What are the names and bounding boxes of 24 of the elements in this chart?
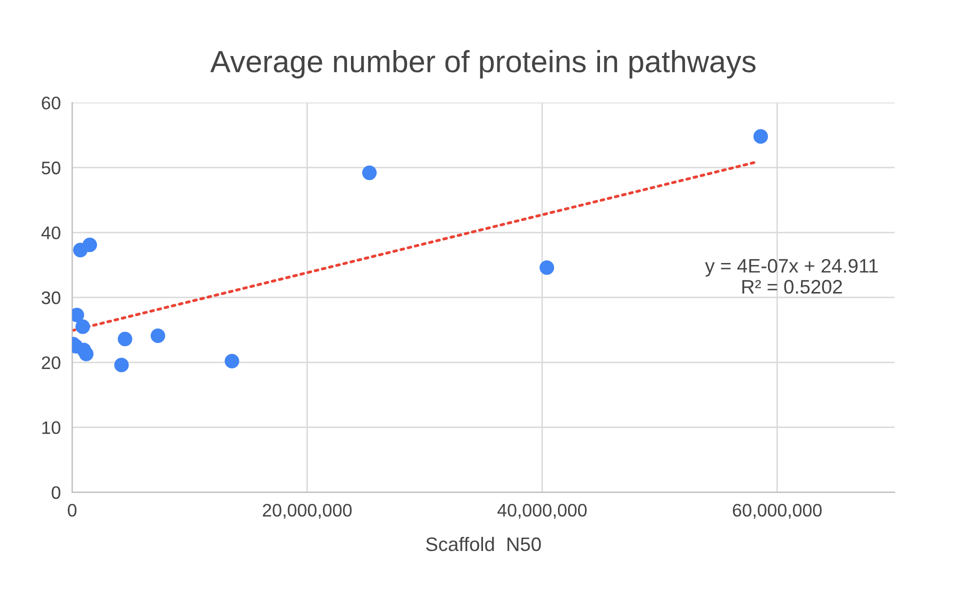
y-tick-label: 20	[42, 356, 60, 370]
point	[82, 238, 98, 252]
y-tick-label: 60	[42, 96, 60, 110]
point	[118, 332, 132, 346]
y-tick-label: 40	[41, 226, 60, 240]
point	[540, 260, 554, 275]
y-tick-label: 30	[42, 291, 60, 304]
annotation: y = 4E-07x + 24.911 R² = 0.5202	[705, 258, 878, 294]
x-tick-label: 20,000,000	[262, 504, 352, 519]
x-tick-label: 40,000,000	[497, 504, 587, 519]
y-tick-label: 0	[52, 486, 60, 499]
point	[75, 319, 90, 334]
chart-title: Average number of proteins in pathways	[210, 50, 756, 78]
x-axis-title: Scaffold N50	[426, 536, 541, 552]
y-tick-label: 10	[42, 421, 60, 434]
point	[224, 354, 240, 368]
point	[362, 166, 377, 180]
x-tick-label: 0	[68, 504, 76, 517]
y-tick-label: 50	[42, 162, 60, 174]
x-tick-label: 60,000,000	[732, 504, 822, 519]
point	[753, 129, 768, 144]
point	[114, 358, 129, 372]
point	[78, 346, 94, 362]
point	[150, 328, 166, 344]
